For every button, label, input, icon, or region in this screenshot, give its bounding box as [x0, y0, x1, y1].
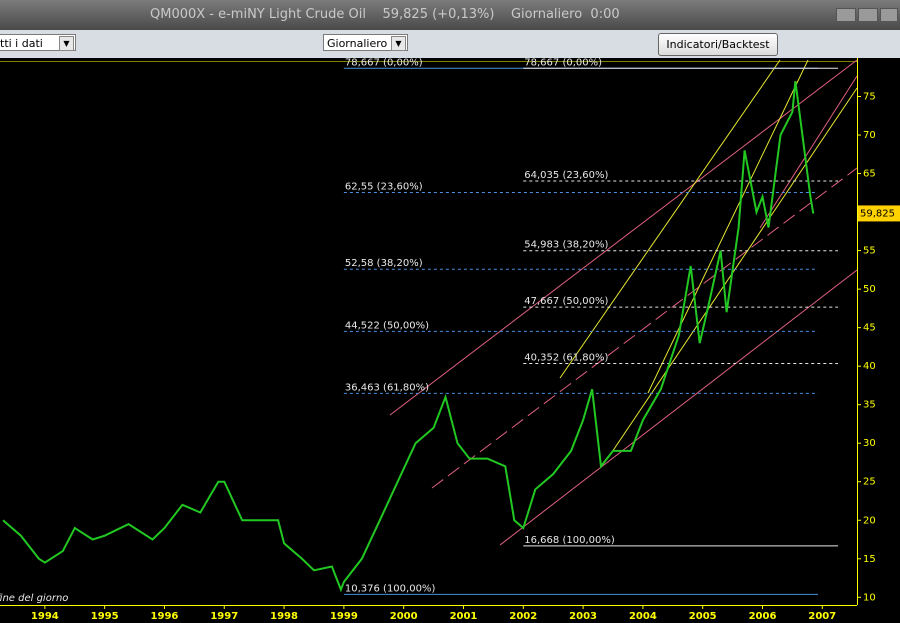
fib-label: 16,668 (100,00%) [524, 535, 615, 546]
close-button[interactable] [880, 8, 898, 22]
x-tick-label: 2006 [749, 611, 777, 622]
chart: 1015202530354045505560657075199419951996… [0, 58, 900, 623]
y-tick-label: 75 [863, 92, 876, 103]
channel-line [647, 59, 809, 394]
channel-line [759, 75, 858, 229]
x-tick-label: 1995 [91, 611, 119, 622]
channel-line [559, 59, 781, 379]
x-tick-label: 1999 [330, 611, 358, 622]
range-dropdown[interactable]: tti i dati ▼ [0, 34, 76, 51]
x-tick-label: 1997 [210, 611, 238, 622]
chart-background [0, 58, 900, 623]
fib-label: 78,667 (0,00%) [524, 58, 602, 68]
period-text: Giornaliero [327, 37, 388, 50]
range-text: tti i dati [0, 37, 43, 50]
indicators-button[interactable]: Indicatori/Backtest [658, 33, 778, 56]
last-price-label: 59,825 [860, 208, 895, 219]
fib-label: 64,035 (23,60%) [524, 170, 608, 181]
fib-label: 47,667 (50,00%) [524, 296, 608, 307]
y-tick-label: 45 [863, 323, 876, 334]
x-tick-label: 1996 [151, 611, 179, 622]
y-tick-label: 20 [863, 515, 876, 526]
fib-label: 78,667 (0,00%) [345, 58, 423, 68]
fib-label: 52,58 (38,20%) [345, 258, 423, 269]
title-bar: QM000X - e-miNY Light Crude Oil 59,825 (… [0, 0, 900, 30]
y-tick-label: 30 [863, 438, 876, 449]
last-price-box [858, 205, 900, 222]
period-dropdown[interactable]: Giornaliero ▼ [323, 34, 408, 51]
x-tick-label: 1998 [270, 611, 298, 622]
x-tick-label: 1994 [31, 611, 59, 622]
fib-label: 36,463 (61,80%) [345, 382, 429, 393]
fib-label: 10,376 (100,00%) [345, 583, 436, 594]
x-tick-label: 2002 [509, 611, 537, 622]
y-tick-label: 10 [863, 592, 876, 603]
y-tick-label: 55 [863, 246, 876, 257]
x-tick-label: 2004 [629, 611, 657, 622]
price-line [2, 80, 815, 593]
fib-label: 44,522 (50,00%) [345, 320, 429, 331]
x-tick-label: 2007 [808, 611, 836, 622]
y-tick-label: 50 [863, 284, 876, 295]
fib-label: 54,983 (38,20%) [524, 240, 608, 251]
y-tick-label: 35 [863, 400, 876, 411]
trend-channels [389, 59, 858, 546]
y-tick-label: 40 [863, 361, 876, 372]
channel-line [431, 167, 858, 489]
x-tick-label: 2005 [689, 611, 717, 622]
minimize-button[interactable] [836, 8, 856, 22]
y-tick-label: 15 [863, 554, 876, 565]
x-tick-label: 2000 [390, 611, 418, 622]
footnote: fine del giorno [0, 593, 68, 604]
maximize-button[interactable] [858, 8, 878, 22]
y-tick-label: 70 [863, 130, 876, 141]
fib-label: 62,55 (23,60%) [345, 181, 423, 192]
y-tick-label: 25 [863, 477, 876, 488]
window-title: QM000X - e-miNY Light Crude Oil 59,825 (… [150, 7, 620, 22]
x-tick-label: 2001 [450, 611, 478, 622]
toolbar: tti i dati ▼ Giornaliero ▼ Indicatori/Back… [0, 30, 900, 59]
fib-label: 40,352 (61,80%) [524, 352, 608, 363]
channel-line [499, 269, 858, 546]
y-tick-label: 65 [863, 169, 876, 180]
x-tick-label: 2003 [569, 611, 597, 622]
